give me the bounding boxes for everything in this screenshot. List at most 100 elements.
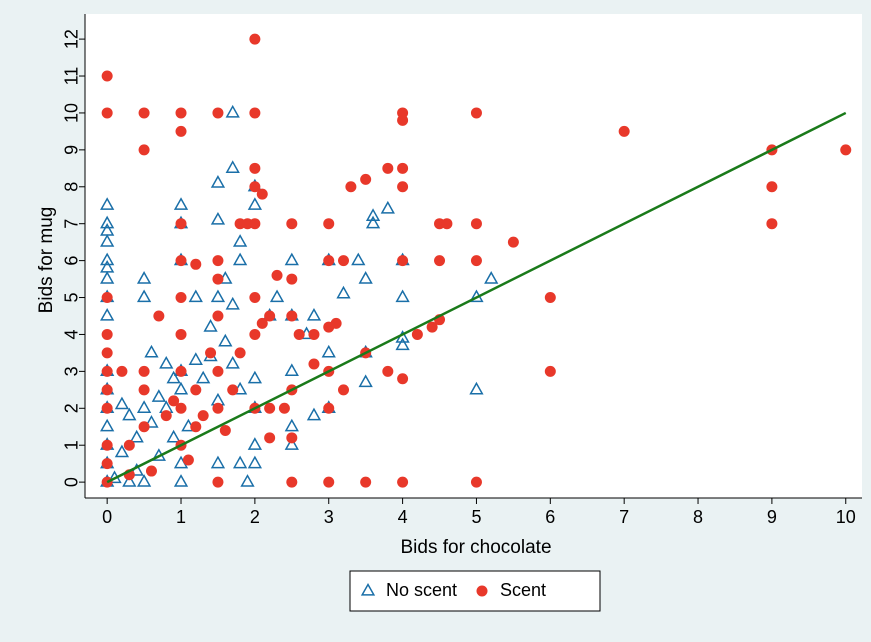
point [212,402,224,414]
point [114,396,130,410]
point [351,252,366,266]
y-tick-label: 0 [62,477,82,487]
point [138,384,150,396]
point [138,144,150,156]
point [395,289,410,303]
point [234,347,246,359]
point [212,255,224,267]
point [247,455,263,469]
y-tick-label: 11 [62,67,82,86]
point [175,328,187,340]
point [470,476,482,488]
point [225,104,240,118]
point [382,162,394,174]
x-tick-label: 6 [545,507,555,527]
x-axis-title: Bids for chocolate [400,537,551,558]
point [441,218,453,230]
point [225,296,240,310]
point [175,218,187,230]
x-tick-label: 9 [767,507,777,527]
point [175,107,187,119]
y-tick-label: 3 [62,366,82,376]
point [286,476,298,488]
y-tick-label: 8 [62,182,82,192]
point [212,476,224,488]
point [360,476,372,488]
point [114,444,130,458]
point [382,365,394,377]
point [144,344,159,358]
point [136,474,152,487]
x-tick-label: 10 [836,507,856,527]
legend-label: No scent [386,580,457,600]
point [100,234,115,247]
point [256,188,268,200]
point [225,160,240,173]
y-tick-label: 9 [62,145,82,155]
point [101,439,113,451]
point [434,255,446,267]
x-tick-label: 5 [471,507,481,527]
point [173,381,189,395]
point [286,273,298,285]
point [232,252,248,266]
point [116,365,128,377]
point [227,384,239,396]
point [397,373,409,385]
point [358,271,373,284]
point [469,381,484,395]
point [249,162,261,174]
point [173,197,189,210]
point [203,319,218,332]
point [232,455,248,469]
point [144,415,159,428]
point [338,384,350,396]
point [138,421,150,433]
point [544,292,556,304]
point [225,355,240,369]
point [323,218,335,230]
point [122,407,137,421]
point [166,429,181,443]
y-tick-label: 1 [62,440,82,450]
point [101,402,113,414]
x-tick-label: 3 [324,507,334,527]
point [365,215,381,229]
point [101,107,113,119]
point [219,424,231,436]
point [100,252,115,266]
point [358,374,373,388]
point [212,107,224,119]
x-tick-label: 0 [102,507,112,527]
point [284,252,299,266]
x-tick-label: 1 [176,507,186,527]
point [175,292,187,304]
point [618,125,630,137]
point [210,289,226,303]
point [345,181,357,193]
reference-line [106,111,847,484]
point [397,114,409,126]
point [470,255,482,267]
point [218,333,233,347]
point [101,384,113,396]
point [122,474,137,487]
point [766,218,778,230]
point [100,307,115,321]
point [175,402,187,414]
point [249,107,261,119]
y-tick-label: 2 [62,403,82,413]
point [145,465,157,477]
point [249,33,261,45]
point [188,289,203,303]
point [101,328,113,340]
point [247,370,263,384]
point [182,454,194,466]
point [249,328,261,340]
point [241,218,253,230]
point [323,255,335,267]
point [840,144,852,156]
point [151,389,166,402]
y-tick-label: 5 [62,293,82,303]
point [380,200,395,214]
